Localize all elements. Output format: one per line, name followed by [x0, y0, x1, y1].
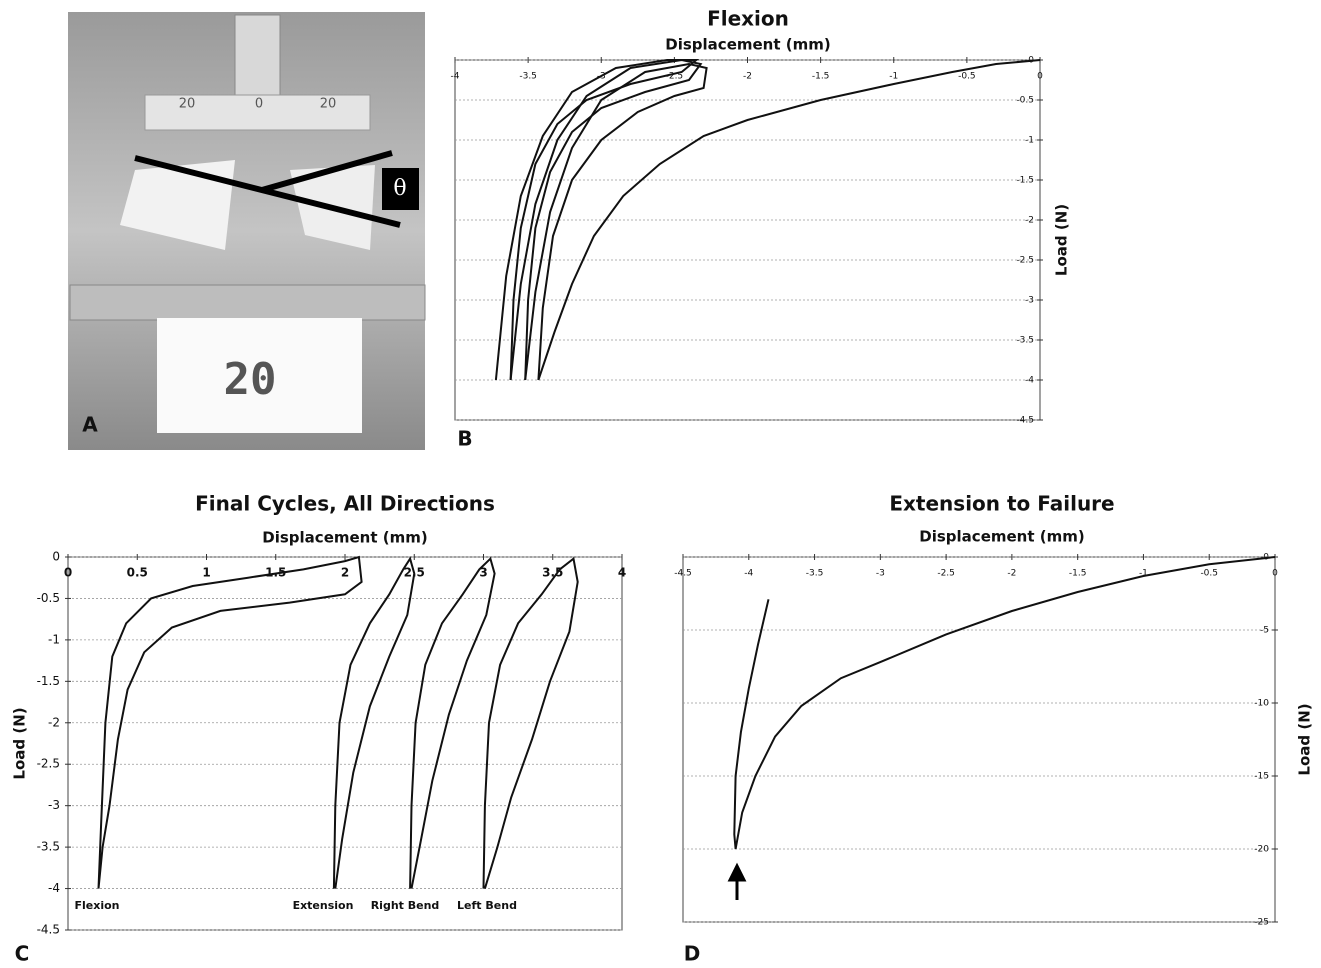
y-tick-label: -0.5	[37, 591, 60, 605]
y-axis-label: Load (N)	[1053, 204, 1071, 276]
y-tick-label: -2	[48, 715, 60, 729]
y-tick-label: -1	[48, 632, 60, 646]
x-tick-label: 1	[202, 566, 210, 580]
x-tick-label: -4	[451, 72, 460, 82]
panel-label: B	[457, 427, 472, 451]
x-tick-label: 0	[64, 566, 72, 580]
data-line	[410, 559, 495, 889]
y-tick-label: -4.5	[1016, 416, 1034, 426]
plot-frame	[68, 557, 622, 930]
angle-symbol: θ	[393, 176, 406, 201]
y-tick-label: -20	[1254, 845, 1269, 855]
x-tick-label: 4	[618, 566, 626, 580]
chart-title: Extension to Failure	[889, 492, 1114, 516]
y-tick-label: -0.5	[1016, 96, 1034, 106]
x-tick-label: -1.5	[812, 72, 830, 82]
y-tick-label: -1.5	[1016, 176, 1034, 186]
y-tick-label: -2	[1025, 216, 1034, 226]
x-tick-label: -3.5	[806, 569, 824, 579]
x-tick-label: -2.5	[937, 569, 955, 579]
y-tick-label: -4.5	[37, 923, 60, 937]
y-tick-label: -10	[1254, 699, 1269, 709]
x-axis-label: Displacement (mm)	[919, 528, 1084, 546]
data-line	[484, 559, 578, 889]
panel-label: C	[15, 942, 30, 965]
y-tick-label: -15	[1254, 772, 1269, 782]
annotation: Extension	[293, 899, 354, 912]
annotation: Flexion	[75, 899, 120, 912]
failure-arrow	[730, 866, 744, 900]
x-tick-label: -0.5	[958, 72, 976, 82]
y-tick-label: -4	[1025, 376, 1034, 386]
x-tick-label: -2	[1007, 569, 1016, 579]
scale-label: 20	[179, 97, 196, 112]
x-tick-label: 2	[341, 566, 349, 580]
figure: θ 20 0 20 20 A FlexionDisplacement (mm)L…	[0, 0, 1321, 964]
card-number: 20	[224, 354, 277, 405]
photo: θ 20 0 20 20 A	[68, 12, 425, 450]
x-tick-label: -4	[744, 569, 753, 579]
y-tick-label: 0	[52, 550, 60, 564]
x-tick-label: -3	[876, 569, 885, 579]
y-tick-label: -1	[1025, 136, 1034, 146]
data-line	[334, 559, 414, 889]
y-tick-label: -2.5	[37, 757, 60, 771]
x-tick-label: -0.5	[1200, 569, 1218, 579]
y-tick-label: -3	[48, 798, 60, 812]
x-tick-label: -1	[889, 72, 898, 82]
y-tick-label: -5	[1260, 626, 1269, 636]
annotation: Right Bend	[371, 899, 440, 912]
data-line	[525, 64, 706, 380]
y-tick-label: -1.5	[37, 674, 60, 688]
x-tick-label: -2	[743, 72, 752, 82]
chart-title: Final Cycles, All Directions	[195, 492, 495, 516]
y-tick-label: -3.5	[37, 840, 60, 854]
y-tick-label: -3	[1025, 296, 1034, 306]
annotation: Left Bend	[457, 899, 517, 912]
lower-scale	[70, 285, 425, 320]
y-tick-label: -3.5	[1016, 336, 1034, 346]
x-axis-label: Displacement (mm)	[665, 36, 830, 54]
chart-title: Flexion	[707, 7, 789, 31]
x-tick-label: 0.5	[127, 566, 148, 580]
y-tick-label: -2.5	[1016, 256, 1034, 266]
scale-label: 0	[255, 97, 263, 112]
y-axis-label: Load (N)	[11, 707, 29, 779]
x-axis-label: Displacement (mm)	[262, 529, 427, 547]
y-tick-label: -4	[48, 881, 60, 895]
panel-label: A	[82, 413, 98, 437]
y-tick-label: -25	[1254, 918, 1269, 928]
y-axis-label: Load (N)	[1296, 703, 1314, 775]
x-tick-label: -3.5	[519, 72, 537, 82]
panel-label: D	[684, 942, 701, 965]
clamp	[235, 15, 280, 105]
x-tick-label: -1.5	[1069, 569, 1087, 579]
x-tick-label: -4.5	[674, 569, 692, 579]
plot-frame	[683, 557, 1275, 922]
x-tick-label: 0	[1272, 569, 1278, 579]
scale-label: 20	[320, 97, 337, 112]
x-tick-label: 0	[1037, 72, 1043, 82]
